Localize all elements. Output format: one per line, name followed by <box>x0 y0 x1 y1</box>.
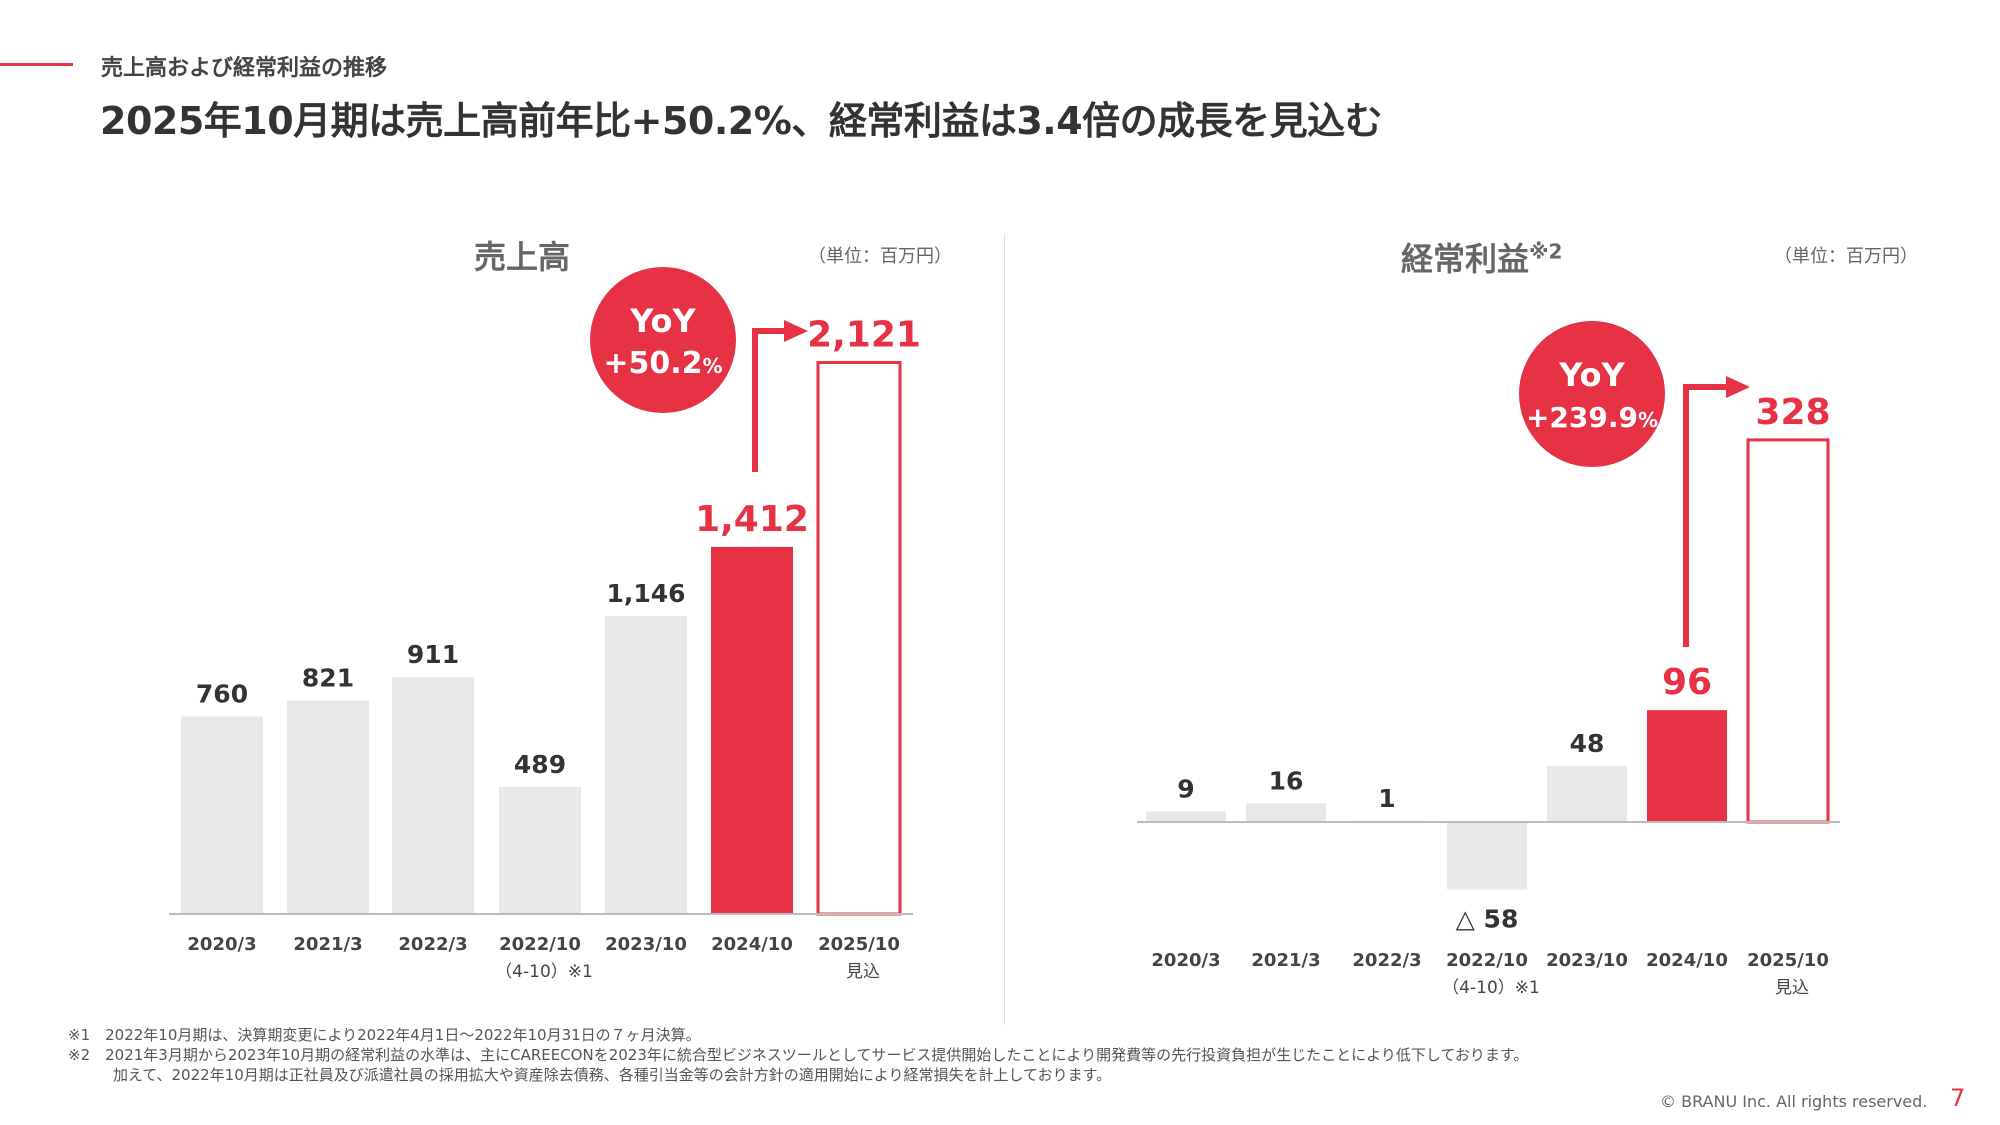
profit-category-sublabel: （4-10）※1 <box>1442 978 1540 998</box>
sales-bar <box>392 677 474 914</box>
profit-category-label: 2023/10 <box>1546 950 1628 971</box>
profit-value-label: 1 <box>1378 784 1395 813</box>
footnote-1: ※1 2022年10月期は、決算期変更により2022年4月1日～2022年10月… <box>68 1026 701 1044</box>
sales-category-label: 2023/10 <box>605 934 687 955</box>
profit-category-label: 2022/3 <box>1352 950 1421 971</box>
sales-category-label: 2025/10 <box>818 934 900 955</box>
copyright: © BRANU Inc. All rights reserved. <box>1660 1092 1928 1111</box>
profit-yoy-label: YoY <box>1558 356 1625 394</box>
profit-bar <box>1447 822 1527 890</box>
profit-value-label: 48 <box>1570 729 1605 758</box>
profit-category-sublabel: 見込 <box>1775 978 1809 998</box>
sales-category-label: 2021/3 <box>293 934 362 955</box>
profit-category-label: 2022/10 <box>1446 950 1528 971</box>
sales-category-sublabel: 見込 <box>846 962 880 982</box>
profit-value-label: 96 <box>1662 662 1712 703</box>
profit-bar <box>1547 766 1627 822</box>
profit-category-label: 2025/10 <box>1747 950 1829 971</box>
chart-divider <box>1004 235 1005 1025</box>
sales-category-label: 2024/10 <box>711 934 793 955</box>
sales-bar <box>181 716 263 914</box>
sales-value-label: 2,121 <box>807 315 921 356</box>
sales-arrow-head <box>784 320 808 342</box>
profit-value-label: 328 <box>1755 392 1830 433</box>
profit-yoy-percent: % <box>1638 408 1658 432</box>
sales-category-sublabel: （4-10）※1 <box>495 962 593 982</box>
footnote-3: 加えて、2022年10月期は正社員及び派遣社員の採用拡大や資産除去債務、各種引当… <box>68 1066 1112 1084</box>
sales-category-label: 2020/3 <box>187 934 256 955</box>
sales-yoy-percent: % <box>703 354 723 378</box>
sales-value-label: 1,412 <box>695 499 809 540</box>
sales-value-label: 760 <box>196 679 248 708</box>
profit-title-note: ※2 <box>1529 239 1563 264</box>
profit-unit-label: （単位：百万円） <box>1774 246 1918 267</box>
profit-growth-arrow <box>1683 384 1730 647</box>
profit-chart-title: 経常利益※2 <box>1401 234 1562 280</box>
profit-chart-title-text: 経常利益 <box>1401 240 1530 278</box>
profit-category-label: 2020/3 <box>1151 950 1220 971</box>
sales-unit-label: （単位：百万円） <box>808 246 952 267</box>
sales-bar <box>499 786 581 914</box>
sales-bar <box>287 700 369 914</box>
sales-bar <box>816 361 902 916</box>
profit-bar <box>1146 811 1226 822</box>
sales-value-label: 489 <box>514 750 566 779</box>
sales-value-label: 1,146 <box>606 579 685 608</box>
footnote-2: ※2 2021年3月期から2023年10月期の経常利益の水準は、主にCAREEC… <box>68 1046 1529 1064</box>
sales-category-label: 2022/10 <box>499 934 581 955</box>
profit-value-label: 9 <box>1177 775 1194 804</box>
profit-value-label: 16 <box>1269 766 1304 795</box>
sales-bar <box>711 546 793 914</box>
sales-chart-title: 売上高 <box>474 232 570 278</box>
sales-yoy-badge <box>590 267 736 413</box>
profit-arrow-head <box>1726 376 1750 398</box>
profit-yoy-badge <box>1519 321 1665 467</box>
profit-bar <box>1246 803 1326 822</box>
profit-yoy-value: +239.9% <box>1526 401 1658 434</box>
profit-bar <box>1746 438 1830 824</box>
sales-category-label: 2022/3 <box>398 934 467 955</box>
sales-chart-title-text: 売上高 <box>474 238 571 276</box>
sales-bar <box>605 616 687 914</box>
sales-yoy-label: YoY <box>629 302 696 340</box>
profit-bar <box>1647 710 1727 822</box>
profit-category-label: 2024/10 <box>1646 950 1728 971</box>
profit-category-label: 2021/3 <box>1251 950 1320 971</box>
page-title: 2025年10月期は売上高前年比+50.2%、経常利益は3.4倍の成長を見込む <box>100 99 1383 143</box>
sales-value-label: 821 <box>302 664 354 693</box>
sales-yoy-value: +50.2% <box>603 346 722 381</box>
page-number: 7 <box>1950 1084 1966 1112</box>
profit-value-label: △ 58 <box>1456 905 1519 934</box>
accent-line <box>0 63 73 66</box>
sales-growth-arrow <box>752 328 788 472</box>
section-heading: 売上高および経常利益の推移 <box>101 56 388 81</box>
sales-value-label: 911 <box>407 640 459 669</box>
